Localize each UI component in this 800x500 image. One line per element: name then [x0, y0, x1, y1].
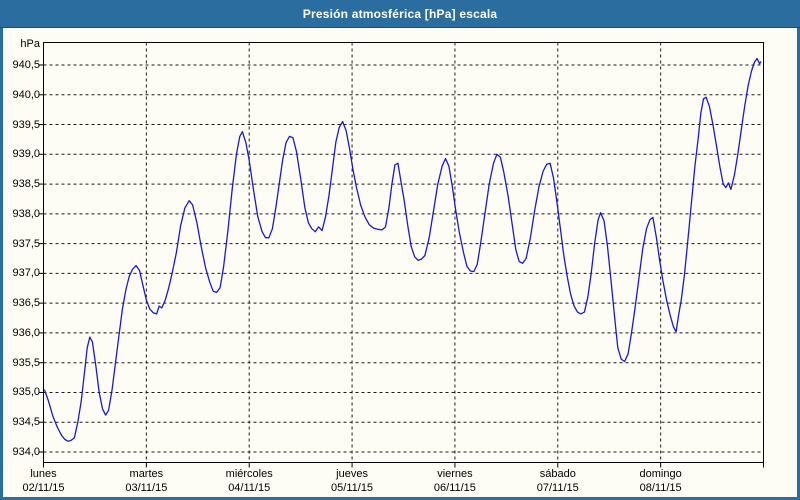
y-tick-label: 938,0 [12, 207, 40, 220]
x-day-date-label: 06/11/15 [433, 482, 476, 494]
x-day-date-label: 05/11/15 [331, 482, 374, 494]
pressure-line [43, 57, 762, 442]
y-tick-label: 935,0 [12, 386, 40, 399]
pressure-chart [38, 42, 764, 468]
x-day-date-label: 03/11/15 [125, 482, 168, 494]
y-tick-label: 937,5 [12, 237, 40, 250]
x-day-name-label: viernes [437, 468, 473, 480]
x-day-name-label: jueves [336, 468, 368, 480]
y-tick-label: 935,5 [12, 356, 40, 369]
y-axis-unit-label: hPa [20, 38, 40, 50]
y-tick-label: 934,5 [12, 416, 40, 429]
x-day-date-label: 04/11/15 [228, 482, 271, 494]
y-tick-label: 939,5 [12, 118, 40, 131]
y-tick-label: 937,0 [12, 267, 40, 280]
x-day-name-label: sábado [539, 468, 576, 480]
plot-border [43, 42, 764, 463]
x-day-date-label: 02/11/15 [22, 482, 65, 494]
y-tick-label: 936,5 [12, 297, 40, 310]
x-day-name-label: miércoles [225, 468, 273, 480]
y-tick-label: 940,5 [12, 59, 40, 71]
y-tick-label: 938,5 [12, 178, 40, 191]
y-tick-label: 934,0 [12, 445, 40, 458]
x-day-name-label: domingo [639, 468, 682, 480]
y-tick-label: 936,0 [12, 326, 40, 339]
x-day-name-label: martes [129, 468, 164, 480]
x-day-date-label: 08/11/15 [639, 482, 682, 494]
y-tick-label: 939,0 [12, 148, 40, 161]
x-day-date-label: 07/11/15 [536, 482, 579, 494]
chart-title: Presión atmosférica [hPa] escala [302, 6, 498, 21]
y-tick-label: 940,0 [12, 88, 40, 101]
x-day-name-label: lunes [30, 468, 57, 480]
title-bar: Presión atmosférica [hPa] escala [0, 0, 800, 28]
